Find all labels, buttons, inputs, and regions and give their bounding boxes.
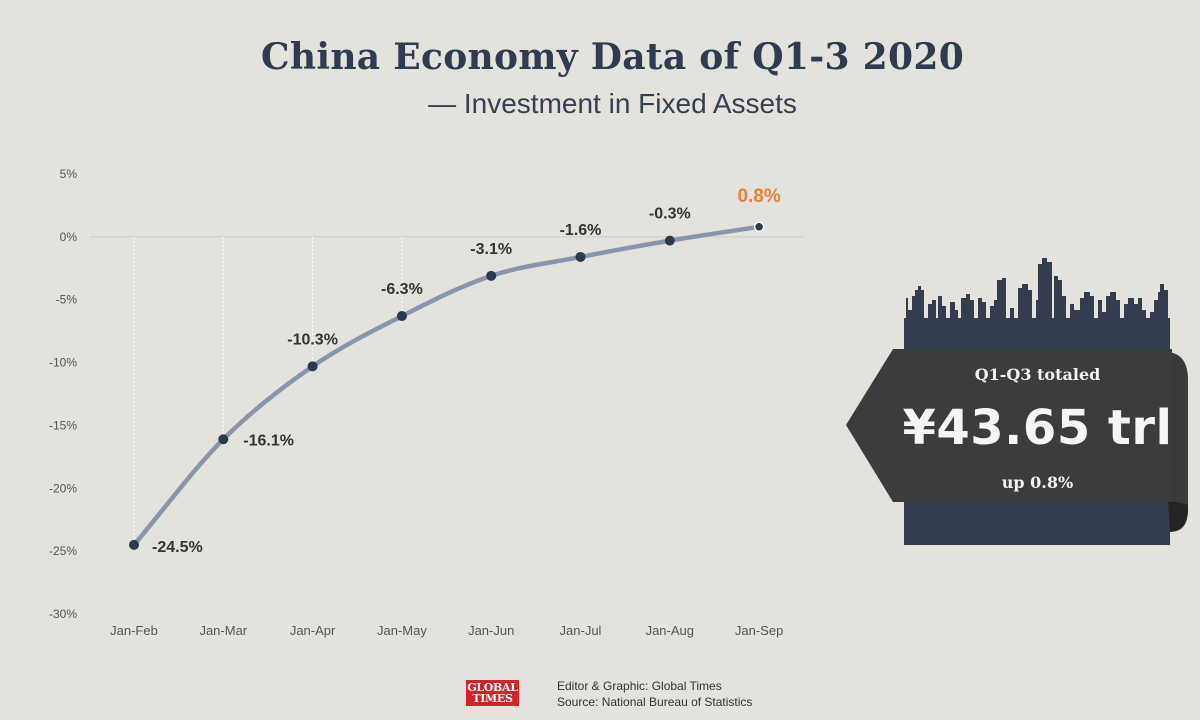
global-times-logo: GLOBAL TIMES bbox=[466, 680, 519, 706]
banner-curl-shadow bbox=[1168, 500, 1188, 532]
x-tick-label: Jan-May bbox=[377, 623, 427, 638]
line-chart: 5% 0% -5% -10% -15% -20% -25% -30% Jan-Feb Jan-M… bbox=[49, 167, 803, 638]
editor-credit: Editor & Graphic: Global Times bbox=[557, 679, 722, 693]
data-point bbox=[753, 221, 765, 233]
y-tick-label: -25% bbox=[49, 544, 77, 558]
x-tick-label: Jan-Apr bbox=[290, 623, 336, 638]
y-tick-label: -30% bbox=[49, 607, 77, 621]
footer: GLOBAL TIMES Editor & Graphic: Global Ti… bbox=[466, 678, 766, 710]
y-tick-label: 0% bbox=[60, 230, 78, 244]
x-tick-label: Jan-Feb bbox=[110, 623, 158, 638]
data-label: -0.3% bbox=[649, 206, 691, 223]
data-point bbox=[307, 361, 318, 372]
x-tick-label: Jan-Sep bbox=[735, 623, 783, 638]
data-markers bbox=[129, 221, 765, 550]
summary-total: ¥43.65 trl bbox=[902, 400, 1173, 456]
data-point bbox=[396, 311, 407, 322]
logo-line-1: GLOBAL bbox=[467, 681, 518, 694]
data-point bbox=[486, 270, 497, 281]
y-tick-label: -10% bbox=[49, 356, 77, 370]
data-label: -24.5% bbox=[152, 539, 203, 556]
data-labels: -24.5% -16.1% -10.3% -6.3% -3.1% -1.6% -0.3% 0.… bbox=[152, 186, 781, 556]
data-label: -6.3% bbox=[381, 281, 423, 298]
credits: Editor & Graphic: Global Times Source: N… bbox=[557, 678, 752, 710]
data-point bbox=[218, 434, 229, 445]
arrow-banner bbox=[846, 349, 1172, 502]
x-tick-label: Jan-Aug bbox=[646, 623, 694, 638]
y-tick-label: -5% bbox=[56, 293, 78, 307]
logo-line-2: TIMES bbox=[472, 692, 513, 705]
summary-caption: Q1-Q3 totaled bbox=[974, 365, 1101, 384]
data-label: -1.6% bbox=[560, 222, 602, 239]
data-point bbox=[575, 251, 586, 262]
x-axis: Jan-Feb Jan-Mar Jan-Apr Jan-May Jan-Jun Jan-J… bbox=[110, 623, 783, 638]
chart-subtitle: — Investment in Fixed Assets bbox=[428, 88, 797, 119]
x-tick-label: Jan-Jul bbox=[560, 623, 602, 638]
y-tick-label: -20% bbox=[49, 481, 77, 495]
x-tick-label: Jan-Mar bbox=[199, 623, 247, 638]
x-tick-label: Jan-Jun bbox=[468, 623, 514, 638]
data-label: 0.8% bbox=[737, 186, 780, 207]
y-tick-label: -15% bbox=[49, 418, 77, 432]
y-tick-label: 5% bbox=[60, 167, 78, 181]
data-label: -16.1% bbox=[243, 432, 294, 449]
data-label: -3.1% bbox=[470, 241, 512, 258]
source-credit: Source: National Bureau of Statistics bbox=[557, 695, 753, 709]
drop-lines bbox=[133, 236, 403, 545]
banner-curl bbox=[1168, 352, 1188, 532]
chart-title: China Economy Data of Q1-3 2020 bbox=[260, 36, 965, 78]
summary-change: up 0.8% bbox=[1001, 473, 1074, 492]
data-point bbox=[664, 235, 675, 246]
data-label: -10.3% bbox=[287, 331, 338, 348]
data-point bbox=[129, 539, 139, 550]
